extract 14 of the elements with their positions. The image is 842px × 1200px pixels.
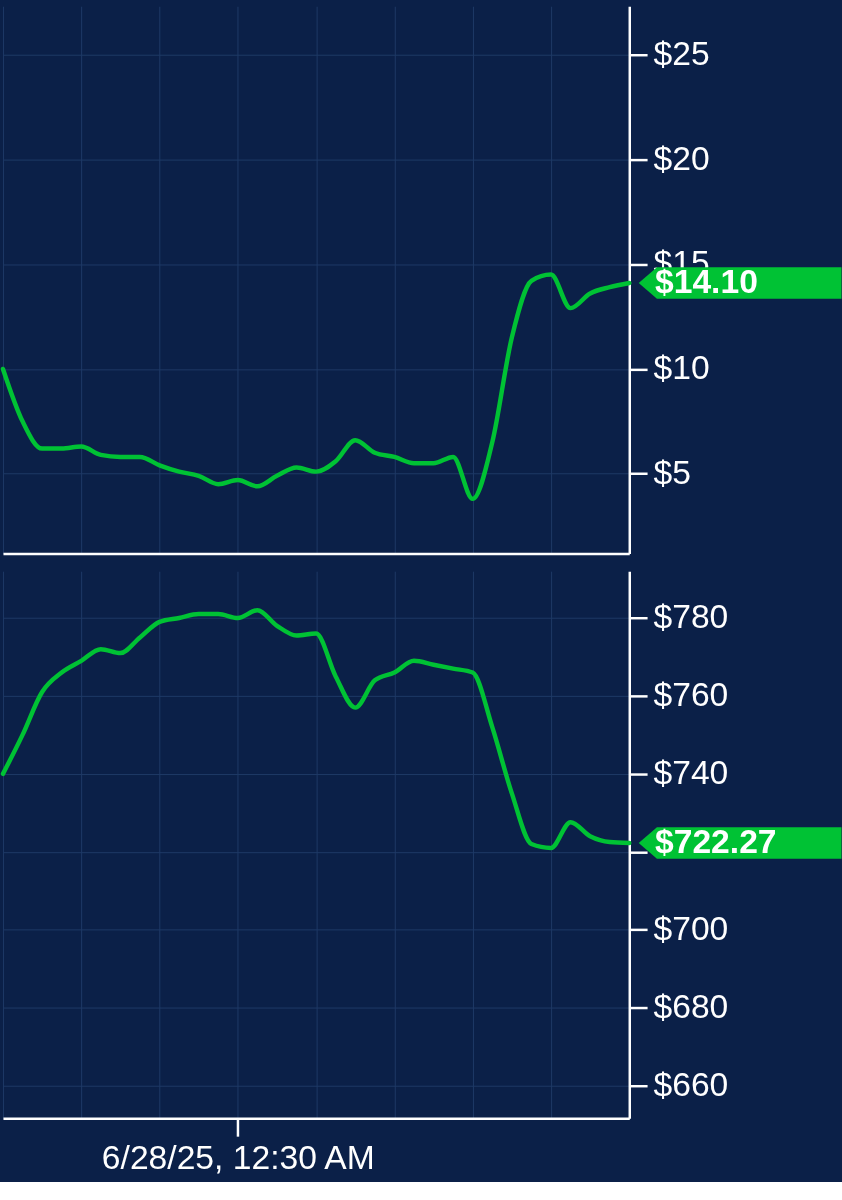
y-tick-label: $740	[653, 754, 729, 792]
y-tick-label: $660	[653, 1066, 729, 1104]
x-tick-label: 6/28/25, 12:30 AM	[101, 1139, 375, 1177]
y-tick-label: $700	[653, 910, 729, 948]
y-tick-label: $25	[653, 34, 710, 72]
data-label: $722.27	[655, 822, 777, 860]
y-tick-label: $780	[653, 598, 729, 636]
y-tick-label: $20	[653, 139, 710, 177]
y-tick-label: $10	[653, 349, 710, 387]
y-tick-label: $680	[653, 988, 729, 1026]
line-series	[0, 607, 632, 851]
line-series	[0, 272, 632, 502]
y-tick-label: $760	[653, 676, 729, 714]
y-tick-label: $5	[653, 454, 691, 492]
